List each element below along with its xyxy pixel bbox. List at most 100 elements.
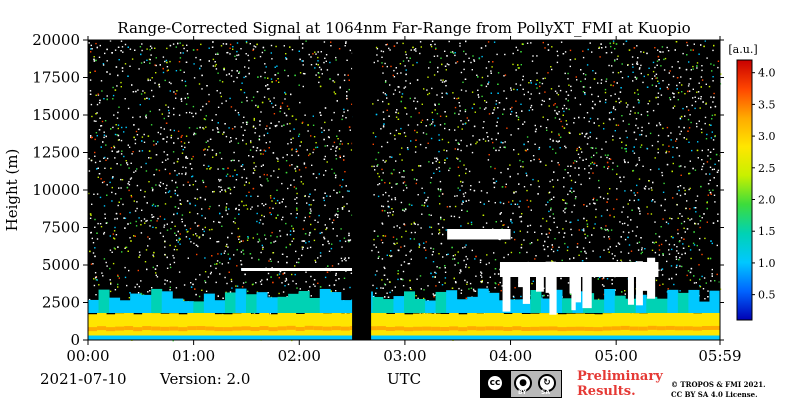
noise-dot	[94, 255, 96, 258]
noise-dot	[441, 138, 444, 141]
noise-dot	[559, 147, 561, 149]
noise-dot	[111, 177, 114, 179]
noise-dot	[589, 136, 591, 138]
noise-dot	[204, 280, 206, 282]
noise-dot	[659, 284, 661, 286]
noise-dot	[665, 221, 668, 223]
noise-dot	[636, 184, 638, 187]
noise-dot	[215, 153, 218, 155]
noise-dot	[300, 175, 302, 178]
noise-dot	[243, 168, 245, 171]
noise-dot	[459, 105, 461, 107]
noise-dot	[288, 108, 290, 110]
noise-dot	[425, 199, 427, 201]
noise-dot	[700, 86, 702, 88]
noise-dot	[683, 238, 685, 240]
noise-dot	[263, 215, 265, 218]
noise-dot	[396, 242, 398, 244]
noise-dot	[481, 95, 483, 98]
noise-dot	[640, 133, 643, 136]
noise-dot	[461, 128, 463, 130]
noise-dot	[574, 160, 576, 162]
noise-dot	[627, 64, 629, 66]
noise-dot	[573, 204, 576, 207]
noise-dot	[507, 253, 509, 256]
noise-dot	[541, 297, 543, 299]
noise-dot	[669, 97, 671, 99]
noise-dot	[234, 126, 236, 128]
noise-dot	[605, 99, 607, 101]
noise-dot	[712, 139, 715, 141]
noise-dot	[451, 246, 453, 249]
noise-dot	[264, 150, 267, 152]
noise-dot	[176, 90, 178, 92]
noise-dot	[130, 162, 132, 164]
noise-dot	[470, 223, 473, 226]
noise-dot	[620, 180, 622, 183]
noise-dot	[510, 113, 512, 115]
noise-dot	[169, 129, 172, 131]
noise-dot	[373, 238, 375, 241]
noise-dot	[132, 151, 134, 153]
noise-dot	[143, 133, 145, 136]
noise-dot	[155, 154, 158, 156]
noise-dot	[633, 146, 635, 148]
noise-dot	[416, 100, 419, 103]
noise-dot	[455, 62, 457, 64]
noise-dot	[687, 109, 690, 111]
noise-dot	[677, 99, 679, 101]
noise-dot	[497, 83, 499, 85]
noise-dot	[226, 173, 229, 175]
noise-dot	[396, 72, 399, 75]
noise-dot	[117, 134, 120, 137]
noise-dot	[188, 127, 191, 129]
noise-dot	[570, 228, 572, 231]
noise-dot	[612, 71, 614, 74]
noise-dot	[515, 112, 517, 114]
noise-dot	[350, 149, 353, 151]
noise-dot	[386, 254, 388, 256]
noise-dot	[425, 257, 427, 259]
noise-dot	[696, 91, 698, 93]
noise-dot	[409, 82, 411, 85]
noise-dot	[670, 235, 673, 238]
noise-dot	[198, 236, 201, 238]
noise-dot	[662, 254, 664, 256]
noise-dot	[225, 209, 227, 212]
noise-dot	[542, 217, 544, 220]
noise-dot	[470, 143, 472, 146]
noise-dot	[522, 166, 524, 168]
noise-dot	[459, 189, 461, 191]
noise-dot	[648, 188, 650, 190]
noise-dot	[264, 49, 266, 52]
noise-dot	[495, 221, 497, 223]
noise-dot	[389, 84, 391, 86]
noise-dot	[192, 234, 195, 236]
noise-dot	[457, 97, 460, 99]
noise-dot	[109, 181, 111, 184]
noise-dot	[102, 141, 104, 143]
noise-dot	[442, 226, 444, 229]
noise-dot	[117, 46, 120, 48]
noise-dot	[393, 242, 395, 245]
noise-dot	[310, 64, 313, 66]
noise-dot	[503, 146, 505, 148]
noise-dot	[597, 298, 600, 301]
noise-dot	[427, 93, 429, 96]
noise-dot	[91, 115, 93, 118]
noise-dot	[423, 297, 425, 300]
noise-dot	[387, 205, 390, 208]
noise-dot	[325, 60, 327, 62]
noise-dot	[176, 212, 178, 215]
noise-dot	[646, 147, 648, 150]
noise-dot	[137, 89, 139, 91]
noise-dot	[588, 120, 590, 123]
noise-dot	[474, 111, 476, 113]
noise-dot	[641, 126, 643, 129]
noise-dot	[658, 168, 660, 170]
noise-dot	[547, 119, 549, 121]
noise-dot	[193, 133, 195, 136]
noise-dot	[645, 135, 647, 137]
noise-dot	[221, 102, 223, 105]
noise-dot	[587, 48, 589, 51]
